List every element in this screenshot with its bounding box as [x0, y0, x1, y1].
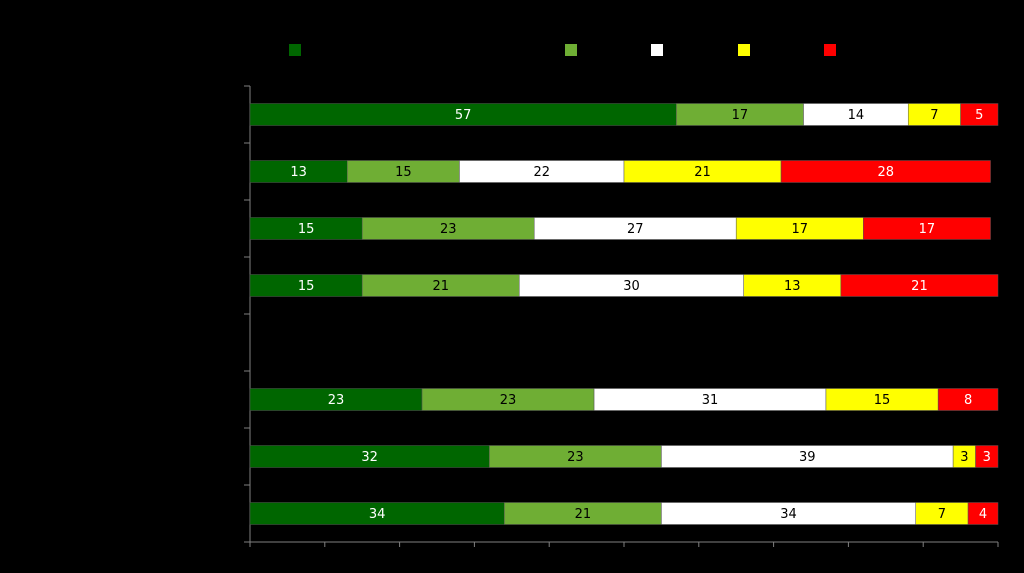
data-label: 7 [938, 507, 946, 522]
data-label: 28 [878, 165, 895, 180]
bar-segment [960, 103, 999, 126]
axes [244, 85, 999, 547]
data-label: 8 [964, 393, 972, 408]
legend-swatch-2 [565, 44, 577, 56]
data-label: 13 [290, 165, 307, 180]
bar-row-1: 57 17 14 7 5 [249, 103, 999, 126]
data-label: 21 [694, 165, 711, 180]
bar-row-3: 15 23 27 17 17 [249, 217, 991, 240]
data-label: 22 [533, 165, 550, 180]
data-label: 21 [575, 507, 592, 522]
bar-segment [863, 217, 991, 240]
legend-swatch-4 [738, 44, 750, 56]
data-label: 27 [627, 222, 644, 237]
bar-row-4: 15 21 30 13 21 [249, 274, 999, 297]
bar-row-2: 13 15 22 21 28 [249, 160, 991, 183]
legend-swatch-1 [289, 44, 301, 56]
data-label: 31 [702, 393, 719, 408]
bar-row-6: 32 23 39 3 3 [249, 445, 999, 468]
data-label: 13 [784, 279, 801, 294]
bars: 57 17 14 7 5 13 15 22 21 28 15 23 27 17 17 15 21 30 13 21 23… [249, 103, 999, 525]
data-label: 57 [455, 108, 472, 123]
data-label: 5 [975, 108, 983, 123]
bar-segment [937, 388, 999, 411]
data-label: 4 [979, 507, 987, 522]
bar-row-7: 34 21 34 7 4 [249, 502, 999, 525]
data-label: 15 [874, 393, 891, 408]
data-label: 30 [623, 279, 640, 294]
data-label: 39 [799, 450, 816, 465]
data-label: 3 [983, 450, 991, 465]
data-label: 23 [567, 450, 584, 465]
bar-segment [975, 445, 999, 468]
data-label: 7 [930, 108, 938, 123]
data-label: 32 [361, 450, 378, 465]
bar-segment [967, 502, 999, 525]
data-label: 15 [298, 279, 315, 294]
data-label: 23 [328, 393, 345, 408]
data-label: 34 [780, 507, 797, 522]
data-label: 23 [500, 393, 517, 408]
data-label: 3 [960, 450, 968, 465]
data-label: 17 [919, 222, 936, 237]
data-label: 17 [732, 108, 749, 123]
bar-segment [780, 160, 991, 183]
data-label: 34 [369, 507, 386, 522]
data-label: 23 [440, 222, 457, 237]
data-label: 14 [848, 108, 865, 123]
data-label: 15 [298, 222, 315, 237]
data-label: 17 [792, 222, 809, 237]
legend-swatch-3 [651, 44, 663, 56]
data-label: 15 [395, 165, 412, 180]
data-label: 21 [911, 279, 928, 294]
data-label: 21 [432, 279, 449, 294]
legend [289, 44, 836, 56]
bar-row-5: 23 23 31 15 8 [249, 388, 999, 411]
legend-swatch-5 [824, 44, 836, 56]
bar-segment [840, 274, 999, 297]
